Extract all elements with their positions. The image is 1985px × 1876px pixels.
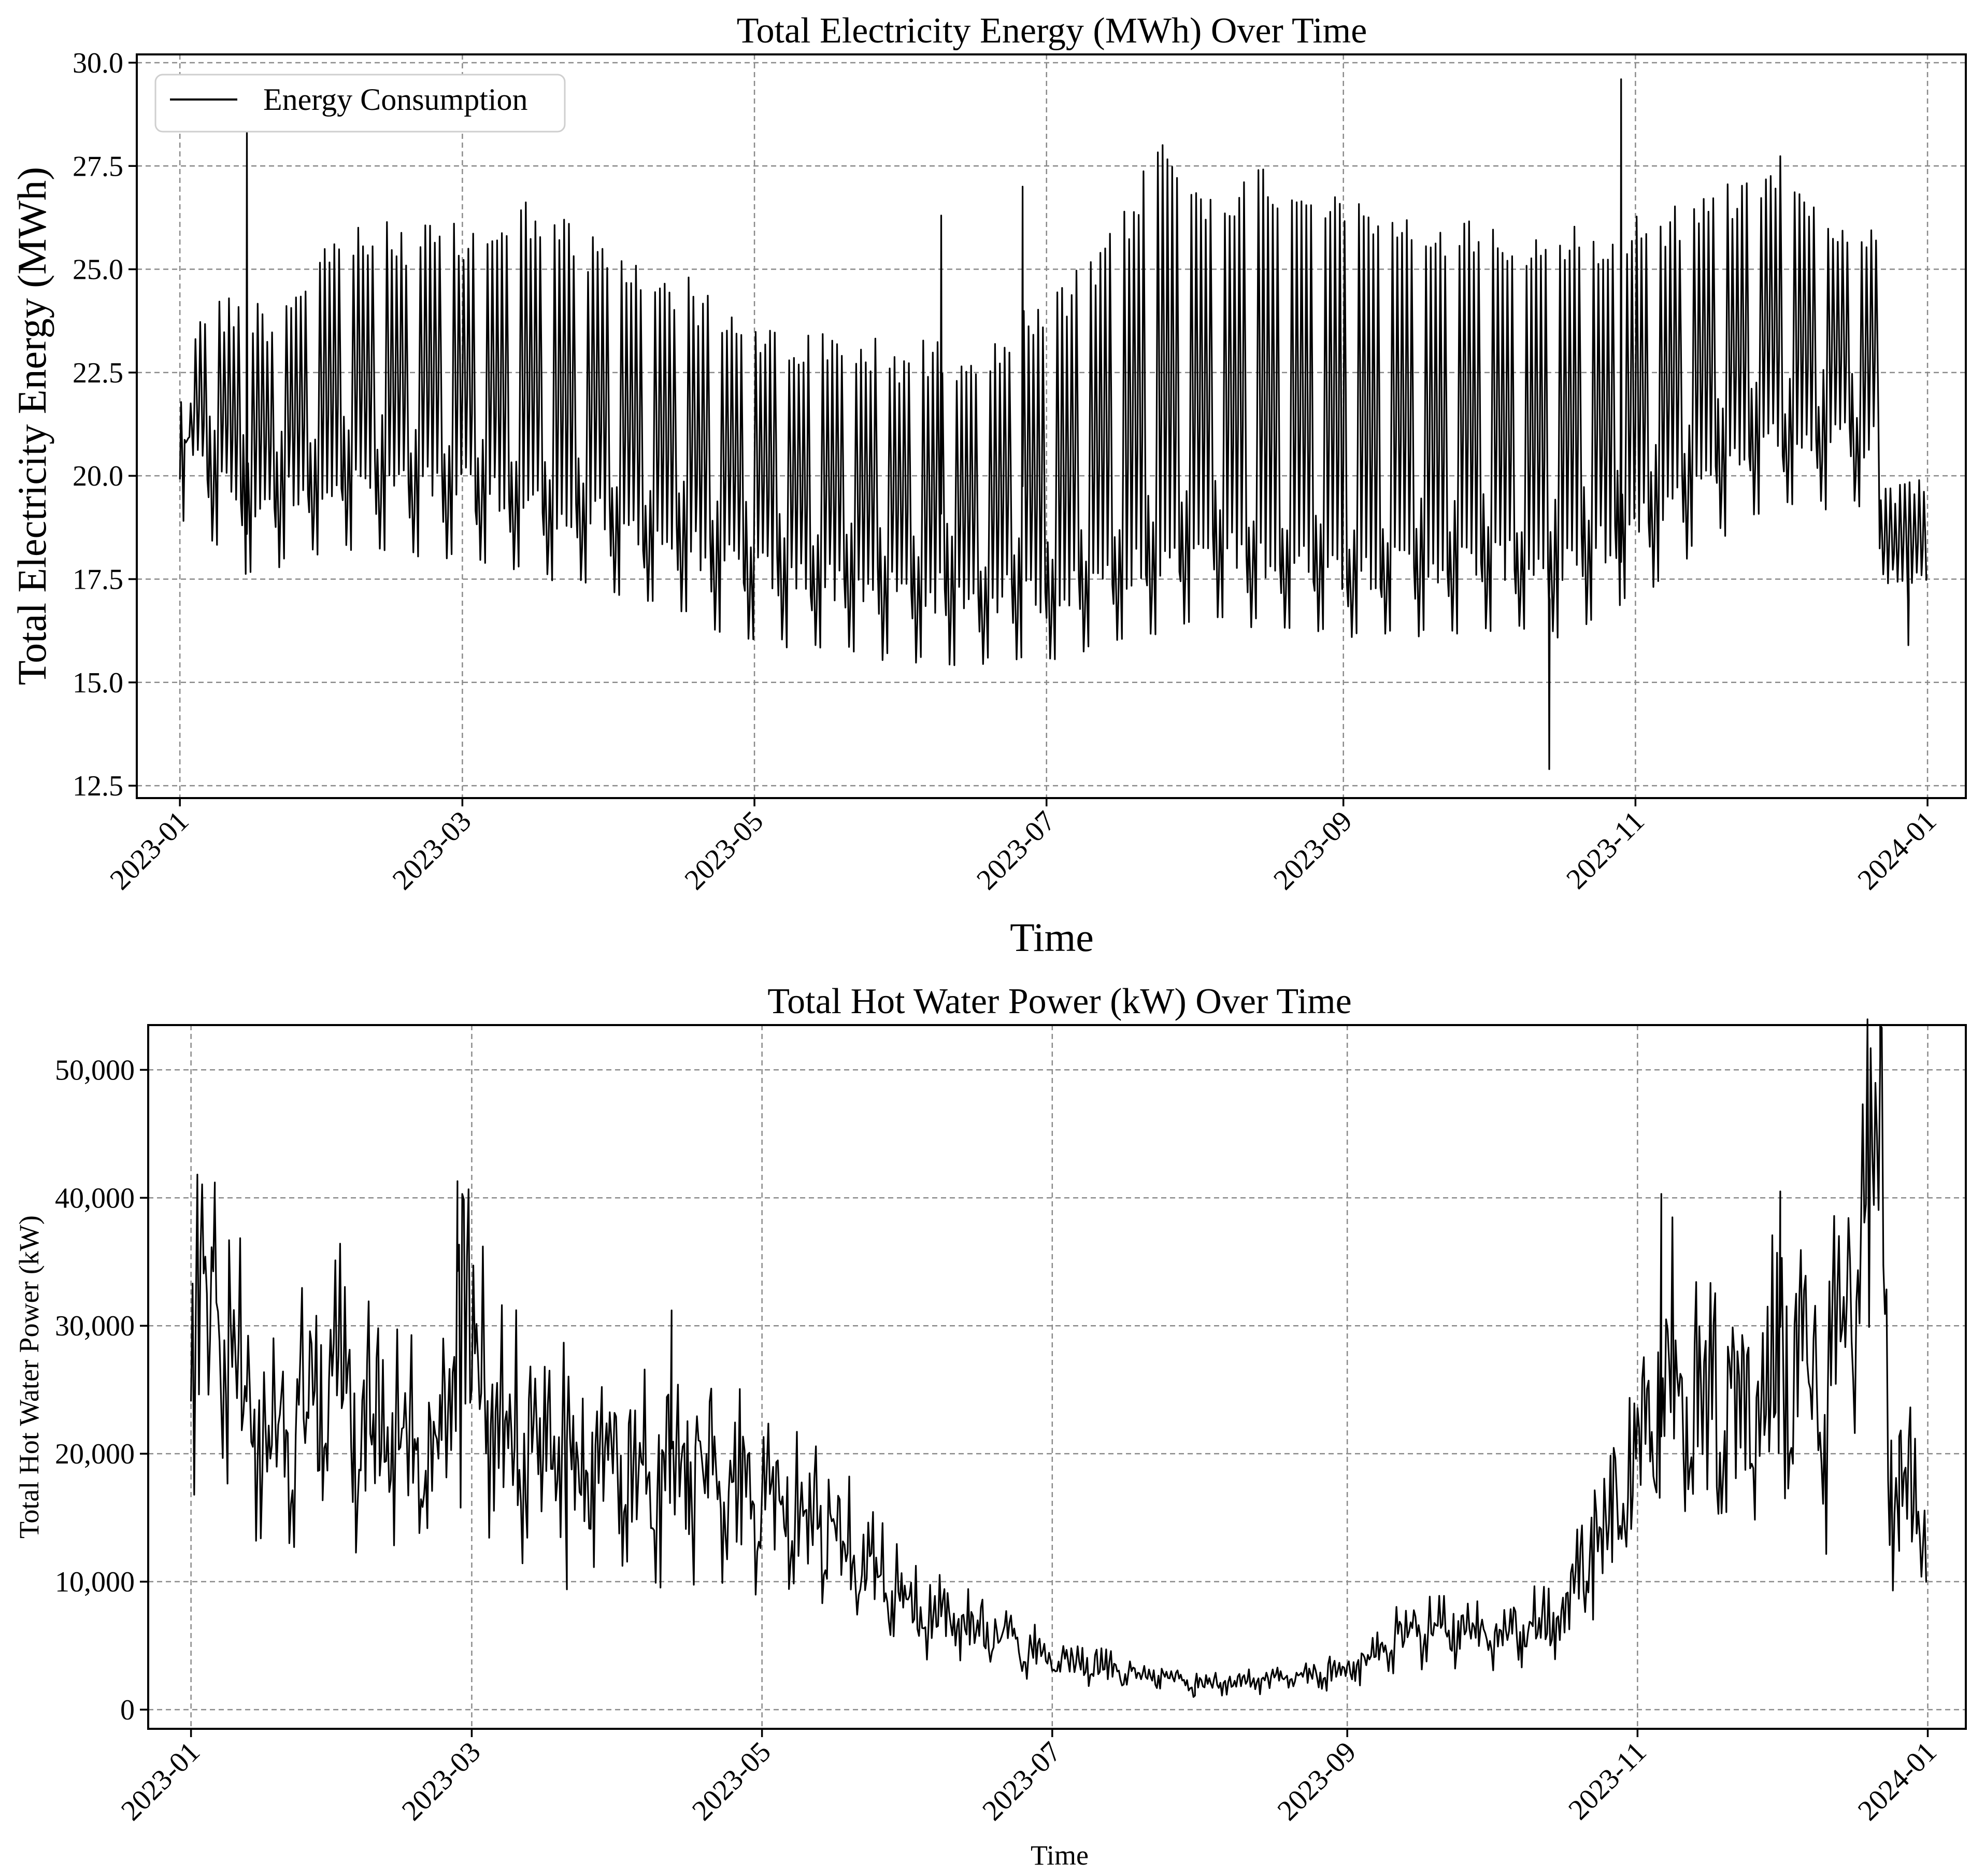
chart-title: Total Electricity Energy (MWh) Over Time <box>737 11 1367 51</box>
legend-label: Energy Consumption <box>263 82 528 117</box>
y-tick-label: 30,000 <box>55 1310 135 1342</box>
y-tick-label: 40,000 <box>55 1182 135 1214</box>
x-tick-label: 2024-01 <box>1851 805 1943 896</box>
hot-water-chart: Total Hot Water Power (kW) Over Time 202… <box>13 982 1967 1871</box>
y-tick-label: 27.5 <box>73 150 123 182</box>
y-tick-label: 0 <box>120 1694 135 1726</box>
y-tick-label: 12.5 <box>73 770 123 802</box>
x-tick-label: 2023-09 <box>1272 1736 1363 1827</box>
x-axis-label: Time <box>1010 915 1094 960</box>
y-tick-label: 10,000 <box>55 1566 135 1598</box>
electricity-chart: Total Electricity Energy (MWh) Over Time… <box>9 11 1967 960</box>
legend: Energy Consumption <box>154 74 566 133</box>
x-tick-label: 2023-11 <box>1560 805 1650 895</box>
y-tick-label: 25.0 <box>73 254 123 286</box>
x-tick-label: 2023-05 <box>678 805 769 896</box>
y-axis-label: Total Hot Water Power (kW) <box>13 1215 45 1539</box>
energy-consumption-line <box>179 78 1927 770</box>
x-tick-label: 2023-03 <box>387 805 478 896</box>
legend-box <box>154 74 566 133</box>
plot-frame <box>136 53 1967 799</box>
y-tick-label: 30.0 <box>73 47 123 79</box>
x-tick-label: 2023-03 <box>396 1736 487 1827</box>
x-tick-label: 2023-09 <box>1267 805 1359 896</box>
x-tick-label: 2024-01 <box>1852 1736 1943 1827</box>
y-axis-label: Total Electricity Energy (MWh) <box>9 167 54 685</box>
x-tick-label: 2023-07 <box>976 1736 1067 1827</box>
y-tick-label: 50,000 <box>55 1054 135 1086</box>
chart-title: Total Hot Water Power (kW) Over Time <box>767 982 1351 1021</box>
x-tick-label: 2023-11 <box>1562 1736 1652 1826</box>
x-tick-label: 2023-01 <box>104 805 195 896</box>
x-tick-label: 2023-01 <box>115 1736 206 1827</box>
x-tick-label: 2023-05 <box>686 1736 777 1827</box>
x-tick-label: 2023-07 <box>970 805 1062 896</box>
x-axis-label: Time <box>1031 1840 1089 1871</box>
gridlines <box>137 54 1966 798</box>
hot-water-power-line <box>190 1018 1927 1698</box>
y-tick-label: 22.5 <box>73 357 123 389</box>
gridlines <box>148 1025 1966 1729</box>
plot-frame <box>147 1024 1967 1730</box>
y-tick-label: 17.5 <box>73 563 123 595</box>
y-tick-label: 15.0 <box>73 667 123 699</box>
y-tick-label: 20.0 <box>73 460 123 492</box>
y-tick-label: 20,000 <box>55 1438 135 1470</box>
